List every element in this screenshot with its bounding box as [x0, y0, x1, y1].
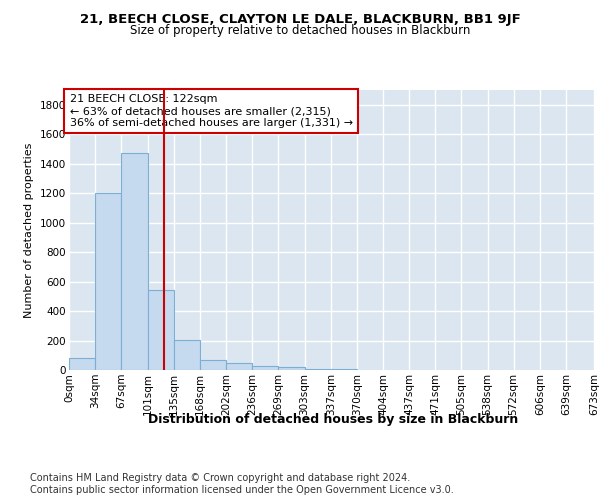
Bar — [305, 368, 331, 370]
Text: 21, BEECH CLOSE, CLAYTON LE DALE, BLACKBURN, BB1 9JF: 21, BEECH CLOSE, CLAYTON LE DALE, BLACKB… — [80, 12, 520, 26]
Text: 21 BEECH CLOSE: 122sqm
← 63% of detached houses are smaller (2,315)
36% of semi-: 21 BEECH CLOSE: 122sqm ← 63% of detached… — [70, 94, 353, 128]
Bar — [200, 360, 226, 370]
Bar — [278, 367, 305, 370]
Bar — [69, 358, 95, 370]
Bar — [95, 193, 121, 370]
Bar — [148, 290, 174, 370]
Y-axis label: Number of detached properties: Number of detached properties — [25, 142, 34, 318]
Text: Distribution of detached houses by size in Blackburn: Distribution of detached houses by size … — [148, 412, 518, 426]
Bar — [253, 366, 278, 370]
Bar — [226, 363, 253, 370]
Text: Contains HM Land Registry data © Crown copyright and database right 2024.
Contai: Contains HM Land Registry data © Crown c… — [30, 474, 454, 495]
Bar — [174, 340, 200, 370]
Bar — [121, 154, 148, 370]
Text: Size of property relative to detached houses in Blackburn: Size of property relative to detached ho… — [130, 24, 470, 37]
